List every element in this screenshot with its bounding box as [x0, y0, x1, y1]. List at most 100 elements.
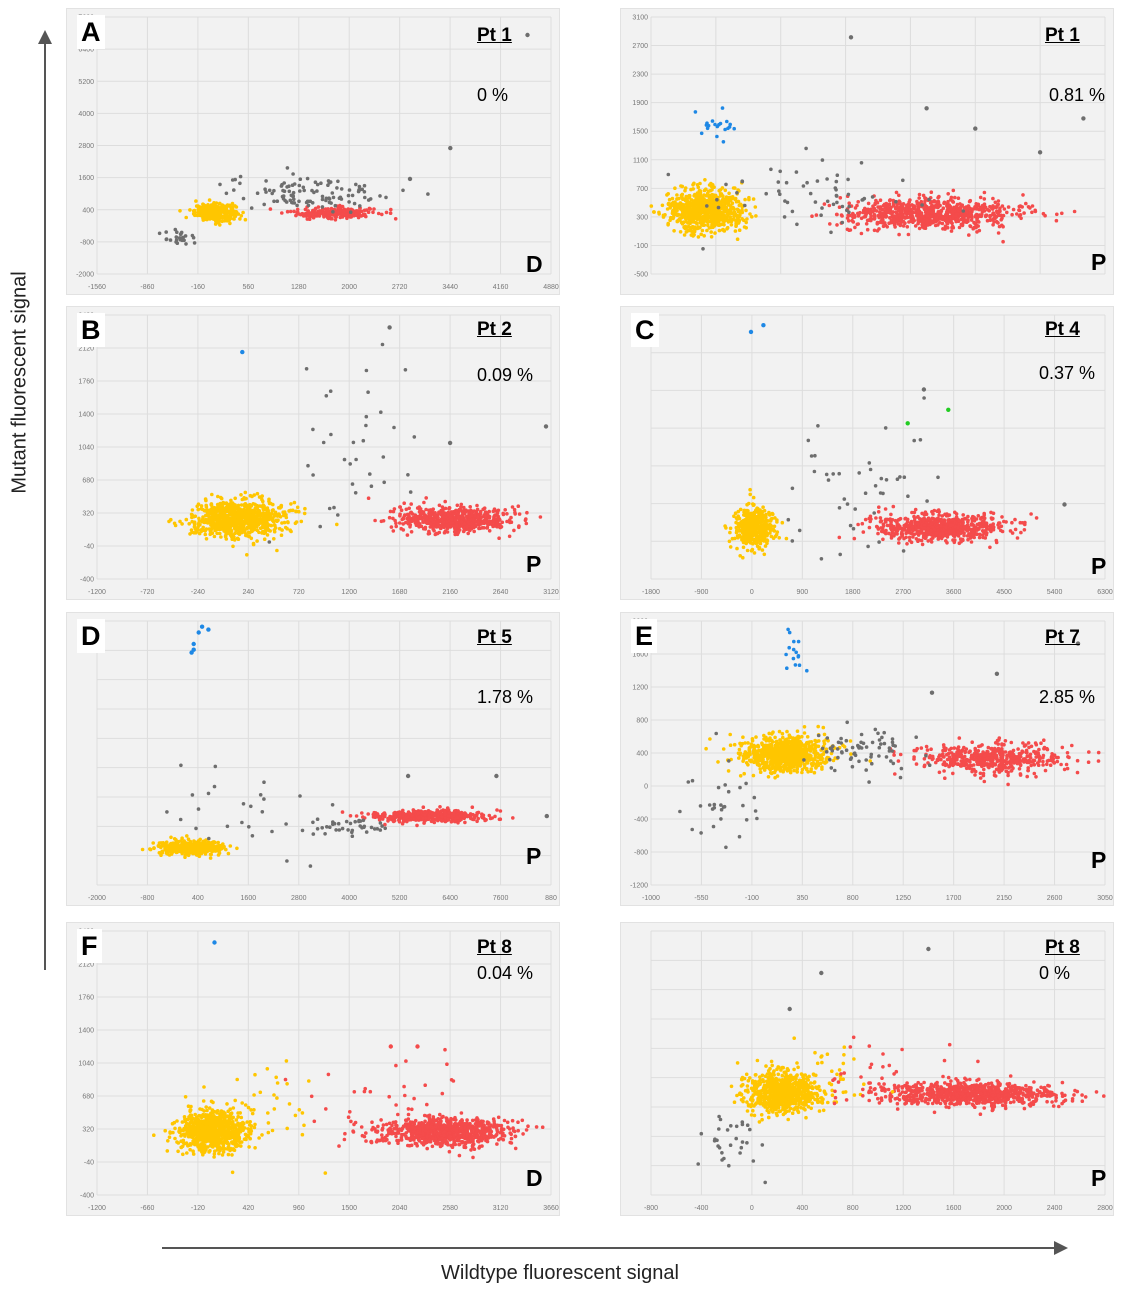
droplet-point	[270, 508, 275, 513]
droplet-point	[968, 212, 972, 217]
droplet-point	[905, 225, 910, 229]
droplet-point	[280, 194, 285, 199]
droplet-point	[440, 505, 445, 509]
x-tick-label: 5400	[1047, 589, 1063, 596]
droplet-point	[466, 531, 471, 536]
droplet-point	[333, 214, 337, 218]
droplet-point	[282, 510, 287, 514]
droplet-point	[312, 190, 316, 195]
droplet-point	[941, 206, 946, 210]
droplet-point	[945, 220, 949, 225]
droplet-point	[877, 215, 881, 220]
droplet-point	[890, 530, 894, 535]
droplet-point	[476, 520, 481, 525]
droplet-point	[981, 529, 986, 534]
droplet-point	[461, 529, 466, 534]
droplet-point	[751, 533, 756, 537]
x-tick-label: 2160	[442, 589, 458, 596]
droplet-point	[774, 532, 779, 537]
droplet-point	[936, 201, 941, 205]
droplet-point	[211, 206, 215, 210]
droplet-point	[892, 217, 896, 222]
droplet-point	[738, 521, 743, 525]
droplet-point	[895, 219, 899, 223]
droplet-point	[870, 195, 875, 199]
droplet-point	[388, 211, 393, 215]
droplet-point	[436, 516, 440, 520]
droplet-point	[291, 190, 296, 195]
droplet-point	[699, 216, 703, 221]
droplet-point	[364, 368, 369, 373]
droplet-point	[892, 214, 896, 218]
droplet-point	[403, 368, 408, 372]
droplet-point	[1043, 213, 1047, 218]
droplet-point	[238, 217, 242, 221]
droplet-point	[680, 215, 684, 220]
droplet-point	[995, 211, 1000, 215]
droplet-point	[734, 520, 738, 525]
droplet-point	[246, 505, 251, 510]
droplet-point	[675, 219, 680, 223]
droplet-point	[886, 531, 891, 536]
droplet-point	[255, 491, 260, 496]
droplet-point	[727, 191, 731, 196]
droplet-point	[340, 204, 345, 209]
droplet-point	[246, 510, 251, 515]
droplet-point	[285, 185, 289, 189]
droplet-point	[196, 204, 200, 208]
droplet-point	[282, 181, 286, 185]
y-tick-label: 2120	[78, 346, 94, 353]
droplet-point	[248, 493, 253, 498]
droplet-point	[226, 215, 231, 220]
droplet-point	[245, 518, 250, 523]
droplet-point	[777, 189, 781, 193]
x-tick-label: -900	[694, 589, 708, 596]
droplet-point	[348, 210, 353, 214]
droplet-point	[972, 206, 977, 211]
droplet-point	[732, 514, 736, 518]
y-tick-label: 1040	[78, 445, 94, 452]
droplet-point	[938, 210, 943, 215]
droplet-point	[920, 203, 924, 207]
droplet-point	[468, 514, 472, 519]
droplet-point	[921, 193, 926, 198]
droplet-point	[275, 199, 280, 203]
droplet-point	[512, 528, 516, 533]
droplet-point	[838, 196, 843, 200]
droplet-point	[929, 214, 934, 218]
droplet-point	[710, 198, 715, 203]
x-tick-label: 2720	[392, 284, 408, 291]
droplet-point	[516, 504, 521, 508]
droplet-point	[729, 195, 733, 200]
droplet-point	[901, 203, 905, 207]
droplet-point	[760, 534, 765, 538]
droplet-point	[241, 196, 246, 201]
droplet-point	[453, 527, 457, 531]
droplet-point	[450, 517, 454, 522]
y-tick-label: 1400	[78, 412, 94, 419]
droplet-point	[447, 440, 453, 446]
droplet-point	[748, 487, 752, 492]
droplet-point	[272, 523, 277, 527]
droplet-point	[1005, 210, 1009, 215]
droplet-point	[693, 201, 697, 206]
droplet-point	[748, 212, 752, 216]
droplet-point	[387, 515, 392, 520]
droplet-point	[725, 227, 729, 231]
droplet-point	[1026, 205, 1031, 209]
droplet-point	[966, 537, 970, 542]
droplet-point	[878, 516, 883, 520]
droplet-point	[979, 214, 984, 219]
droplet-point	[900, 530, 904, 534]
droplet-point	[255, 539, 259, 543]
droplet-point	[695, 183, 700, 187]
droplet-point	[776, 180, 781, 184]
y-tick-label: 400	[82, 207, 94, 214]
droplet-point	[703, 178, 707, 182]
droplet-point	[304, 367, 309, 371]
droplet-point	[324, 394, 329, 398]
droplet-point	[984, 521, 989, 525]
droplet-point	[952, 531, 957, 536]
droplet-point	[1013, 527, 1018, 532]
droplet-point	[963, 212, 967, 217]
